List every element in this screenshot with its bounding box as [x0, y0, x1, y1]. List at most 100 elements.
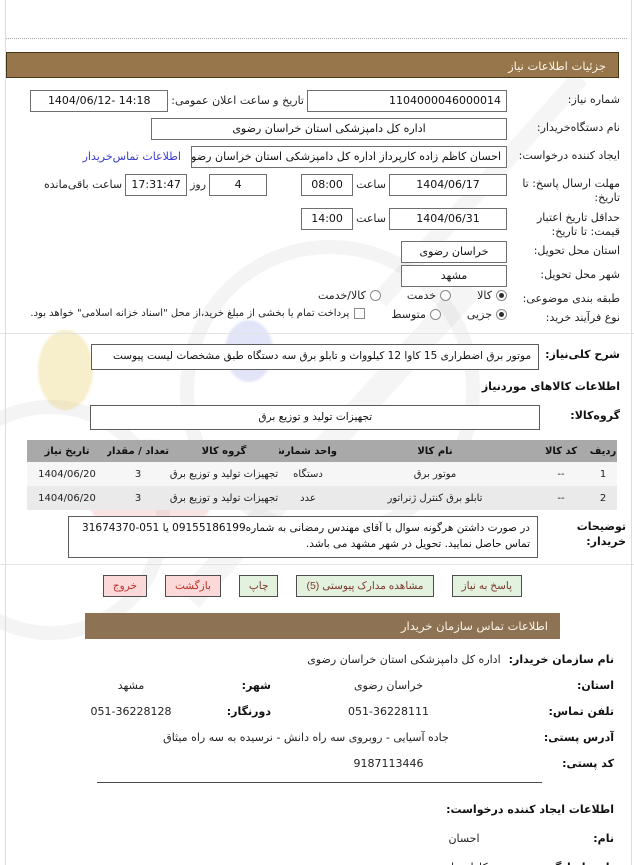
treasury-checkbox-label: پرداخت تمام یا بخشی از مبلغ خرید،از محل … — [30, 308, 350, 320]
delivery-province-field[interactable]: خراسان رضوی — [401, 241, 507, 264]
delivery-city-field[interactable]: مشهد — [401, 265, 507, 288]
radio-service-label: خدمت — [406, 289, 437, 303]
fax-value: 051-36228128 — [90, 704, 172, 718]
goods-group-label: گروه‌کالا: — [570, 408, 620, 422]
announce-datetime-field[interactable]: 1404/06/12- 14:18 — [30, 90, 169, 112]
creator-name-label: نام: — [593, 831, 614, 845]
price-validity-row: حداقل تاریخ اعتبار قیمت: تا تاریخ: 1404/… — [6, 207, 620, 240]
back-button[interactable]: بازگشت — [165, 574, 221, 597]
radio-goods[interactable] — [496, 290, 507, 302]
fax-label: دورنگار: — [226, 704, 271, 718]
reply-button[interactable]: پاسخ به نیاز — [451, 574, 522, 597]
subject-classification-row: طبقه بندی موضوعی: کالا خدمت کالا/خدمت — [6, 289, 620, 306]
cell-row: 2 — [589, 486, 617, 511]
goods-group-row: گروه‌کالا: تجهیزات تولید و توزیع برق — [6, 404, 620, 431]
col-unit: واحد شمارش — [279, 440, 337, 463]
radio-minor[interactable] — [496, 309, 507, 321]
attachments-button[interactable]: مشاهده مدارک پیوستی (5) — [296, 574, 434, 597]
request-creator-label: ایجاد کننده درخواست: — [518, 149, 620, 162]
process-option-medium[interactable]: متوسط — [391, 308, 441, 321]
col-item-code: کد کالا — [533, 440, 589, 463]
page-right-border — [631, 0, 632, 865]
cell-quantity: 3 — [107, 486, 169, 511]
cell-group: تجهیزات تولید و توزیع برق — [169, 462, 279, 487]
section-header-org-contact: اطلاعات تماس سازمان خریدار — [85, 612, 560, 639]
need-summary-row: شرح کلی‌نیاز: موتور برق اضطراری 15 کاوا … — [6, 343, 620, 370]
price-hour-label: ساعت — [356, 211, 386, 225]
radio-goods-label: کالا — [477, 289, 492, 303]
org-contact-section: نام سازمان خریدار: اداره کل دامپزشکی است… — [0, 653, 634, 783]
print-button[interactable]: چاپ — [238, 574, 279, 597]
price-validity-time-field[interactable]: 14:00 — [301, 207, 354, 230]
table-row: 2 -- تابلو برق کنترل ژنراتور عدد تجهیزات… — [27, 486, 617, 511]
price-validity-date-field[interactable]: 1404/06/31 — [389, 207, 507, 230]
subject-option-service[interactable]: خدمت — [406, 289, 452, 303]
creator-name-value: احسان — [448, 831, 480, 845]
postal-code-label: کد پستی: — [562, 756, 614, 770]
radio-medium[interactable] — [429, 309, 441, 321]
treasury-checkbox[interactable] — [354, 308, 366, 320]
exit-button[interactable]: خروج — [102, 574, 147, 597]
days-label: روز — [190, 178, 207, 191]
buyer-org-row: نام دستگاه‌خریدار: اداره کل دامپزشکی است… — [6, 118, 620, 140]
request-creator-field[interactable]: احسان کاظم زاده کارپرداز اداره کل دامپزش… — [191, 146, 507, 168]
reply-deadline-date-field[interactable]: 1404/06/17 — [389, 174, 507, 196]
remaining-time-field[interactable]: 17:31:47 — [125, 174, 188, 196]
need-form: شماره نیاز: 1104000046000014 تاریخ و ساع… — [0, 90, 634, 326]
buyer-notes-label: توضیحات خریدار: — [576, 520, 626, 549]
creator-lastname-label: نام خانوادگی: — [524, 861, 614, 865]
col-group: گروه کالا — [169, 440, 279, 463]
delivery-city-row: شهر محل تحویل: مشهد — [6, 265, 620, 288]
postal-code-value: 9187113446 — [353, 756, 424, 770]
phone-value: 051-36228111 — [348, 704, 429, 718]
buyer-org-field[interactable]: اداره کل دامپزشکی استان خراسان رضوی — [151, 118, 507, 140]
cell-need-date: 1404/06/20 — [27, 462, 107, 487]
delivery-city-label: شهر محل تحویل: — [540, 268, 620, 282]
reply-deadline-time-field[interactable]: 08:00 — [301, 174, 354, 196]
col-need-date: تاریخ نیاز — [27, 440, 107, 463]
subject-classification-label: طبقه بندی موضوعی: — [522, 292, 620, 306]
cell-item-code: -- — [533, 462, 589, 487]
buyer-notes-field[interactable]: در صورت داشتن هرگونه سوال با آقای مهندس … — [68, 516, 538, 558]
buyer-notes-row: توضیحات خریدار: در صورت داشتن هرگونه سوا… — [6, 516, 626, 558]
need-summary-label: شرح کلی‌نیاز: — [545, 347, 620, 361]
goods-group-field[interactable]: تجهیزات تولید و توزیع برق — [90, 404, 541, 431]
page-left-border — [5, 0, 6, 865]
treasury-option[interactable]: پرداخت تمام یا بخشی از مبلغ خرید،از محل … — [30, 308, 366, 320]
subject-option-goods[interactable]: کالا — [477, 289, 507, 302]
cell-row: 1 — [589, 462, 617, 487]
cell-item-name: موتور برق — [337, 462, 533, 487]
cell-item-code: -- — [533, 486, 589, 511]
buyer-org-label: نام دستگاه‌خریدار: — [536, 121, 620, 134]
org-name-label: نام سازمان خریدار: — [508, 652, 614, 666]
subject-option-goods-service[interactable]: کالا/خدمت — [318, 289, 381, 302]
table-row: 1 -- موتور برق دستگاه تجهیزات تولید و تو… — [27, 462, 617, 487]
radio-goods-service-label: کالا/خدمت — [318, 289, 366, 303]
delivery-province-row: استان محل تحویل: خراسان رضوی — [6, 241, 620, 264]
dotted-separator — [6, 38, 627, 39]
remaining-days-field[interactable]: 4 — [209, 174, 268, 196]
postal-code-row: کد پستی: 9187113446 — [20, 756, 615, 770]
address-label: آدرس پستی: — [543, 730, 614, 744]
cell-unit: دستگاه — [279, 462, 337, 487]
reply-deadline-label: مهلت ارسال پاسخ: تا تاریخ: — [522, 177, 620, 205]
delivery-province-label: استان محل تحویل: — [533, 244, 620, 258]
col-row: ردیف — [589, 440, 617, 463]
remaining-hours-label: ساعت باقی‌مانده — [44, 178, 123, 191]
price-validity-label: حداقل تاریخ اعتبار قیمت: تا تاریخ: — [536, 210, 620, 238]
radio-service[interactable] — [440, 290, 452, 302]
radio-minor-label: جزیی — [466, 308, 492, 322]
need-number-label: شماره نیاز: — [567, 93, 620, 106]
phone-fax-row: تلفن تماس: 051-36228111 دورنگار: 051-362… — [20, 705, 614, 718]
buyer-contact-link[interactable]: اطلاعات تماس‌خریدار — [82, 150, 181, 163]
creator-info-section: اطلاعات ایجاد کننده درخواست: نام: احسان … — [0, 803, 634, 865]
need-number-row: شماره نیاز: 1104000046000014 تاریخ و ساع… — [6, 90, 620, 112]
reply-hour-label: ساعت — [356, 178, 386, 191]
items-table: ردیف کد کالا نام کالا واحد شمارش گروه کا… — [27, 440, 617, 511]
radio-goods-service[interactable] — [369, 290, 381, 302]
need-number-field[interactable]: 1104000046000014 — [307, 90, 507, 112]
request-creator-row: ایجاد کننده درخواست: احسان کاظم زاده کار… — [6, 146, 620, 168]
process-option-minor[interactable]: جزیی — [467, 308, 507, 321]
need-summary-field[interactable]: موتور برق اضطراری 15 کاوا 12 کیلووات و ت… — [91, 343, 540, 370]
